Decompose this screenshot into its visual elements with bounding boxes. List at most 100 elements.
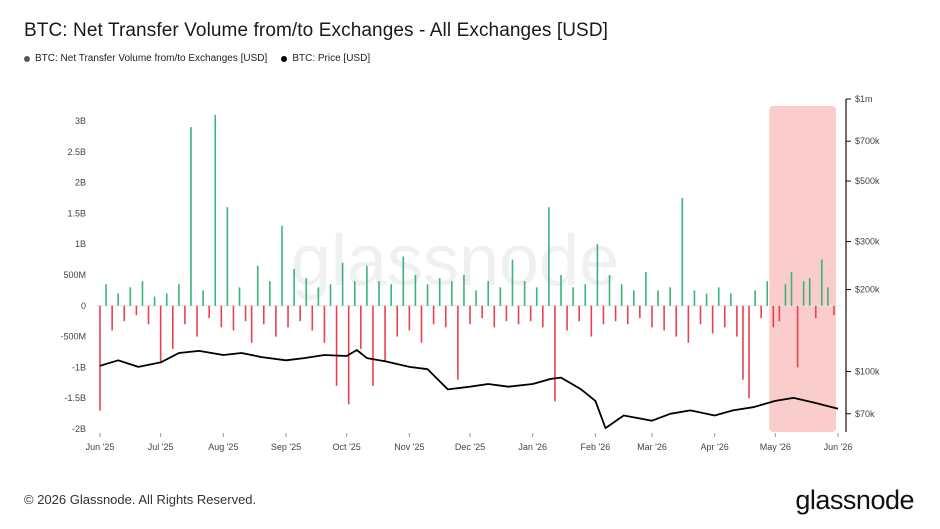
- net-transfer-bar[interactable]: [208, 305, 210, 319]
- net-transfer-bar[interactable]: [341, 262, 344, 306]
- net-transfer-bar[interactable]: [123, 305, 126, 322]
- net-transfer-bar[interactable]: [511, 259, 514, 306]
- net-transfer-bar[interactable]: [432, 305, 435, 325]
- net-transfer-bar[interactable]: [317, 287, 320, 306]
- net-transfer-bar[interactable]: [560, 275, 562, 306]
- net-transfer-bar[interactable]: [632, 290, 635, 306]
- net-transfer-bar[interactable]: [408, 305, 411, 331]
- net-transfer-bar[interactable]: [790, 271, 793, 306]
- net-transfer-bar[interactable]: [675, 305, 678, 337]
- net-transfer-bar[interactable]: [736, 305, 738, 337]
- net-transfer-bar[interactable]: [821, 259, 823, 306]
- net-transfer-bar[interactable]: [723, 305, 726, 328]
- net-transfer-bar[interactable]: [414, 275, 417, 306]
- net-transfer-bar[interactable]: [645, 271, 647, 306]
- net-transfer-bar[interactable]: [548, 207, 550, 306]
- price-line[interactable]: [99, 349, 839, 429]
- net-transfer-bar[interactable]: [105, 284, 107, 306]
- net-transfer-bar[interactable]: [572, 287, 574, 306]
- net-transfer-bar[interactable]: [438, 278, 441, 306]
- net-transfer-bar[interactable]: [748, 305, 750, 399]
- net-transfer-bar[interactable]: [669, 287, 671, 306]
- net-transfer-bar[interactable]: [335, 305, 338, 386]
- net-transfer-bar[interactable]: [171, 305, 174, 349]
- net-transfer-bar[interactable]: [184, 305, 186, 325]
- net-transfer-bar[interactable]: [311, 305, 314, 331]
- net-transfer-bar[interactable]: [420, 305, 423, 343]
- net-transfer-bar[interactable]: [584, 284, 587, 306]
- net-transfer-bar[interactable]: [451, 281, 453, 306]
- net-transfer-bar[interactable]: [129, 287, 132, 306]
- net-transfer-bar[interactable]: [772, 305, 775, 328]
- net-transfer-bar[interactable]: [499, 287, 502, 306]
- net-transfer-bar[interactable]: [220, 305, 223, 328]
- net-transfer-bar[interactable]: [469, 305, 471, 325]
- net-transfer-bar[interactable]: [778, 305, 781, 322]
- net-transfer-bar[interactable]: [699, 305, 702, 325]
- net-transfer-bar[interactable]: [566, 305, 568, 331]
- net-transfer-bar[interactable]: [542, 305, 544, 328]
- net-transfer-bar[interactable]: [178, 284, 180, 306]
- net-transfer-bar[interactable]: [214, 114, 217, 306]
- net-transfer-bar[interactable]: [353, 281, 356, 306]
- net-transfer-bar[interactable]: [784, 284, 787, 306]
- net-transfer-bar[interactable]: [396, 305, 399, 337]
- net-transfer-bar[interactable]: [262, 305, 265, 325]
- net-transfer-bar[interactable]: [159, 305, 162, 362]
- net-transfer-bar[interactable]: [730, 293, 732, 306]
- net-transfer-bar[interactable]: [620, 284, 623, 306]
- net-transfer-bar[interactable]: [238, 287, 241, 306]
- net-transfer-bar[interactable]: [463, 275, 465, 306]
- net-transfer-bar[interactable]: [232, 305, 235, 331]
- net-transfer-bar[interactable]: [517, 305, 520, 325]
- net-transfer-bar[interactable]: [153, 296, 156, 306]
- net-transfer-bar[interactable]: [426, 284, 429, 306]
- net-transfer-bar[interactable]: [717, 287, 720, 306]
- net-transfer-bar[interactable]: [117, 293, 119, 306]
- net-transfer-bar[interactable]: [202, 290, 204, 306]
- net-transfer-bar[interactable]: [693, 290, 696, 306]
- net-transfer-bar[interactable]: [293, 268, 295, 306]
- net-transfer-bar[interactable]: [742, 305, 744, 380]
- net-transfer-bar[interactable]: [808, 278, 811, 306]
- net-transfer-bar[interactable]: [493, 305, 496, 328]
- net-transfer-bar[interactable]: [99, 305, 101, 411]
- net-transfer-bar[interactable]: [602, 305, 605, 325]
- legend-item-price[interactable]: BTC: Price [USD]: [281, 53, 370, 64]
- net-transfer-bar[interactable]: [402, 256, 405, 306]
- legend-item-net-transfer[interactable]: BTC: Net Transfer Volume from/to Exchang…: [24, 53, 267, 64]
- net-transfer-bar[interactable]: [281, 225, 283, 306]
- net-transfer-bar[interactable]: [505, 305, 508, 322]
- net-transfer-bar[interactable]: [250, 305, 253, 343]
- net-transfer-bar[interactable]: [523, 281, 526, 306]
- net-transfer-bar[interactable]: [269, 281, 271, 306]
- net-transfer-bar[interactable]: [323, 305, 326, 343]
- net-transfer-bar[interactable]: [614, 305, 617, 322]
- net-transfer-bar[interactable]: [814, 305, 817, 319]
- net-transfer-bar[interactable]: [687, 305, 690, 343]
- net-transfer-bar[interactable]: [802, 281, 805, 306]
- net-transfer-bar[interactable]: [590, 305, 593, 337]
- net-transfer-bar[interactable]: [244, 305, 247, 322]
- net-transfer-bar[interactable]: [651, 305, 653, 328]
- net-transfer-bar[interactable]: [226, 207, 229, 306]
- net-transfer-bar[interactable]: [390, 284, 392, 306]
- net-transfer-bar[interactable]: [705, 293, 708, 306]
- net-transfer-bar[interactable]: [529, 305, 532, 322]
- net-transfer-bar[interactable]: [766, 281, 769, 306]
- net-transfer-bar[interactable]: [360, 305, 362, 349]
- net-transfer-bar[interactable]: [596, 244, 599, 306]
- net-transfer-bar[interactable]: [827, 287, 829, 306]
- net-transfer-bar[interactable]: [475, 290, 477, 306]
- net-transfer-bar[interactable]: [444, 305, 447, 328]
- net-transfer-bar[interactable]: [578, 305, 580, 322]
- net-transfer-bar[interactable]: [111, 305, 113, 331]
- net-transfer-bar[interactable]: [190, 127, 192, 306]
- net-transfer-bar[interactable]: [299, 305, 301, 322]
- net-transfer-bar[interactable]: [711, 305, 714, 334]
- net-transfer-bar[interactable]: [535, 287, 538, 306]
- net-transfer-bar[interactable]: [256, 265, 259, 306]
- net-transfer-bar[interactable]: [754, 290, 756, 306]
- net-transfer-bar[interactable]: [481, 305, 483, 319]
- net-transfer-bar[interactable]: [366, 265, 368, 306]
